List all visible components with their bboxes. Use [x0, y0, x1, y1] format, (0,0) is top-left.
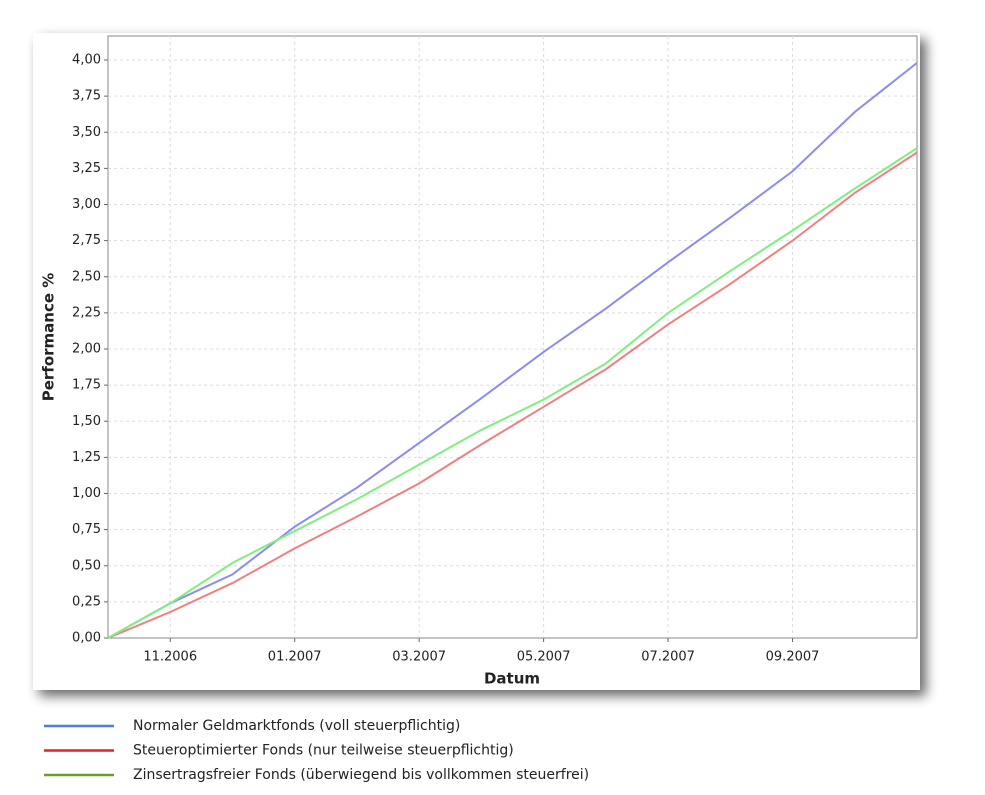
y-tick-label: 3,50 — [72, 125, 101, 140]
series-line — [107, 151, 918, 639]
x-tick-label: 09.2007 — [766, 650, 820, 665]
y-tick-label: 1,25 — [72, 450, 101, 465]
y-tick-label: 3,75 — [72, 89, 101, 104]
y-tick-label: 2,75 — [72, 233, 101, 248]
y-axis-title: Performance % — [40, 273, 58, 402]
x-axis-title: Datum — [484, 670, 540, 688]
y-tick-label: 1,00 — [72, 486, 101, 501]
legend-label: Zinsertragsfreier Fonds (überwiegend bis… — [133, 767, 589, 783]
x-tick-label: 01.2007 — [268, 650, 322, 665]
y-tick-label: 0,25 — [72, 594, 101, 609]
x-tick-label: 11.2006 — [143, 650, 197, 665]
series-line — [107, 62, 918, 639]
y-tick-label: 0,00 — [72, 631, 101, 646]
series-line — [107, 147, 918, 639]
legend-label: Normaler Geldmarktfonds (voll steuerpfli… — [133, 718, 460, 734]
legend-label: Steueroptimierter Fonds (nur teilweise s… — [133, 743, 514, 759]
y-tick-label: 3,25 — [72, 161, 101, 176]
x-tick-label: 07.2007 — [641, 650, 695, 665]
y-tick-label: 1,50 — [72, 414, 101, 429]
y-tick-label: 0,50 — [72, 558, 101, 573]
y-tick-label: 2,50 — [72, 269, 101, 284]
y-tick-label: 4,00 — [72, 53, 101, 68]
plot-area — [107, 35, 918, 639]
y-tick-label: 0,75 — [72, 522, 101, 537]
y-tick-label: 1,75 — [72, 378, 101, 393]
y-tick-label: 3,00 — [72, 197, 101, 212]
x-tick-label: 05.2007 — [517, 650, 571, 665]
y-tick-label: 2,00 — [72, 342, 101, 357]
y-tick-label: 2,25 — [72, 305, 101, 320]
x-tick-label: 03.2007 — [392, 650, 446, 665]
